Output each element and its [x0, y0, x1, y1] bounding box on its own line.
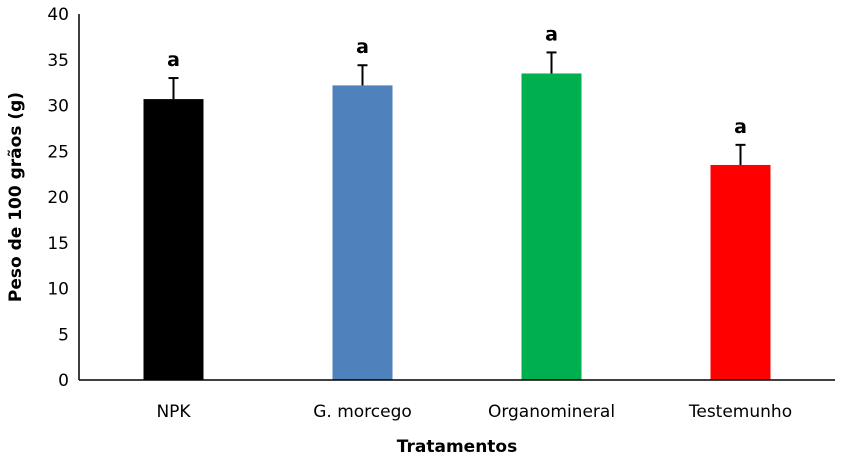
y-axis-title: Peso de 100 grãos (g): [6, 92, 26, 302]
y-tick-label: 25: [47, 142, 69, 162]
bar-organomineral: [521, 73, 582, 380]
y-tick-label: 0: [58, 371, 69, 391]
x-axis-title: Tratamentos: [397, 437, 517, 457]
y-tick-label: 20: [47, 188, 69, 208]
y-tick-label: 15: [47, 234, 69, 254]
x-tick-label: NPK: [156, 402, 191, 422]
x-tick-label: G. morcego: [313, 402, 412, 422]
significance-label: a: [545, 23, 558, 45]
x-tick-label: Testemunho: [688, 402, 792, 422]
y-tick-label: 35: [47, 51, 69, 71]
significance-label: a: [167, 49, 180, 71]
y-tick-label: 40: [47, 5, 69, 25]
bar-npk: [143, 99, 204, 380]
bar-g-morcego: [332, 85, 393, 381]
y-tick-label: 5: [58, 325, 69, 345]
significance-label: a: [356, 36, 369, 58]
significance-label: a: [734, 116, 747, 138]
y-tick-label: 30: [47, 97, 69, 117]
y-tick-label: 10: [47, 280, 69, 300]
bar-testemunho: [710, 164, 771, 380]
x-tick-label: Organomineral: [488, 402, 615, 422]
